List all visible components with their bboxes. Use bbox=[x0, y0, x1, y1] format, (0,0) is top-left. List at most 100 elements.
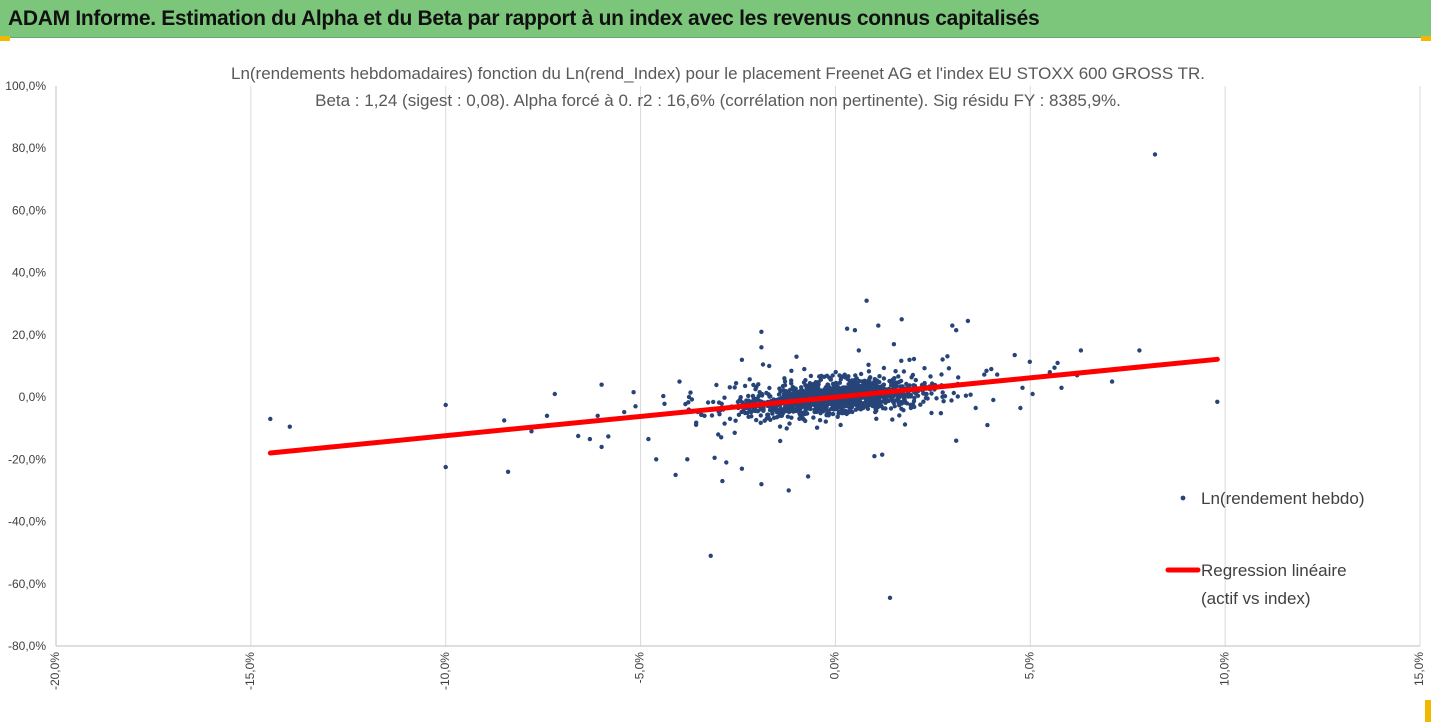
data-point bbox=[893, 380, 898, 385]
data-point bbox=[758, 407, 763, 412]
y-tick-label: 0,0% bbox=[19, 390, 47, 404]
data-point bbox=[631, 390, 636, 395]
x-tick-label: -15,0% bbox=[243, 652, 257, 690]
data-point bbox=[921, 399, 926, 404]
data-point bbox=[826, 388, 832, 393]
data-point bbox=[965, 318, 971, 324]
data-point bbox=[897, 413, 902, 418]
data-point bbox=[803, 378, 808, 383]
data-point bbox=[599, 444, 604, 450]
data-point bbox=[747, 377, 752, 382]
data-point bbox=[1152, 152, 1158, 157]
data-point bbox=[720, 478, 725, 484]
data-point bbox=[677, 379, 682, 384]
data-point bbox=[913, 377, 918, 383]
data-point bbox=[823, 419, 828, 424]
data-point bbox=[719, 435, 724, 440]
x-tick-label: -20,0% bbox=[48, 652, 62, 690]
data-point bbox=[1052, 365, 1057, 370]
data-point bbox=[830, 373, 835, 378]
data-point bbox=[777, 413, 782, 419]
data-point bbox=[891, 342, 897, 347]
x-tick-label: -10,0% bbox=[438, 652, 452, 690]
data-point bbox=[985, 422, 990, 428]
data-point bbox=[800, 416, 805, 421]
data-point bbox=[633, 404, 638, 409]
data-point bbox=[733, 418, 738, 423]
data-point bbox=[899, 406, 904, 411]
data-point bbox=[709, 413, 715, 418]
chart-area: -20,0% -15,0% -10,0% -5,0% 0,0% 5,0% 10,0% 15,0… bbox=[0, 38, 1431, 722]
y-tick-label: -80,0% bbox=[8, 639, 46, 653]
data-point bbox=[954, 328, 959, 333]
data-point bbox=[852, 401, 858, 407]
data-point bbox=[928, 374, 933, 379]
data-point bbox=[1059, 385, 1064, 390]
data-point bbox=[845, 377, 850, 382]
data-point bbox=[897, 403, 902, 408]
legend-label-points: Ln(rendement hebdo) bbox=[1201, 489, 1365, 508]
data-point bbox=[797, 407, 802, 412]
data-point bbox=[904, 381, 909, 387]
data-point bbox=[760, 362, 766, 367]
data-point bbox=[844, 388, 850, 393]
chart-subtitle: Beta : 1,24 (sigest : 0,08). Alpha forcé… bbox=[315, 91, 1121, 110]
y-tick-label: 40,0% bbox=[12, 266, 46, 280]
data-point bbox=[732, 385, 737, 390]
data-point bbox=[925, 396, 930, 401]
data-point bbox=[901, 394, 907, 399]
data-point bbox=[887, 595, 893, 600]
data-point bbox=[883, 406, 888, 411]
data-point bbox=[787, 421, 792, 426]
data-point bbox=[786, 409, 792, 415]
legend: Ln(rendement hebdo) Regression linéaire … bbox=[1165, 489, 1365, 608]
data-point bbox=[854, 383, 859, 388]
data-point bbox=[837, 380, 842, 385]
data-point bbox=[1030, 391, 1035, 397]
data-point bbox=[758, 420, 763, 425]
data-point bbox=[896, 374, 901, 379]
data-point bbox=[714, 382, 719, 388]
data-point bbox=[784, 426, 789, 431]
data-point bbox=[786, 395, 791, 400]
data-point bbox=[922, 380, 927, 386]
legend-label-regression-sub: (actif vs index) bbox=[1201, 589, 1311, 608]
data-point bbox=[1027, 359, 1033, 364]
data-point bbox=[982, 372, 987, 377]
data-point bbox=[852, 397, 857, 403]
data-point bbox=[940, 357, 945, 362]
data-point bbox=[890, 417, 895, 422]
data-point bbox=[902, 422, 908, 427]
data-point bbox=[828, 377, 833, 382]
y-tick-label: -40,0% bbox=[8, 515, 46, 529]
data-point bbox=[890, 399, 896, 404]
data-point bbox=[840, 411, 845, 416]
data-point bbox=[784, 391, 789, 396]
data-point bbox=[732, 430, 737, 435]
data-point bbox=[867, 378, 872, 383]
data-point bbox=[934, 396, 939, 401]
data-point bbox=[907, 383, 912, 388]
data-point bbox=[991, 397, 996, 403]
y-tick-label: 80,0% bbox=[12, 141, 46, 155]
data-point bbox=[891, 384, 896, 389]
data-point bbox=[833, 388, 839, 393]
legend-marker-points bbox=[1180, 495, 1186, 501]
data-point bbox=[576, 433, 581, 439]
corner-accent-bottom-right bbox=[1425, 700, 1431, 722]
data-point bbox=[673, 472, 678, 478]
data-point bbox=[595, 413, 600, 418]
x-tick-label: 15,0% bbox=[1412, 652, 1426, 686]
chart-title: Ln(rendements hebdomadaires) fonction du… bbox=[231, 64, 1205, 83]
x-tick-label: 10,0% bbox=[1217, 652, 1231, 686]
data-point bbox=[815, 400, 821, 406]
data-point bbox=[824, 413, 829, 418]
data-point bbox=[805, 474, 811, 479]
data-point bbox=[751, 382, 756, 388]
data-point bbox=[940, 390, 945, 395]
data-point bbox=[686, 400, 691, 405]
data-point bbox=[443, 402, 448, 408]
data-point bbox=[902, 399, 908, 404]
data-point bbox=[717, 412, 722, 417]
data-point bbox=[694, 420, 699, 425]
